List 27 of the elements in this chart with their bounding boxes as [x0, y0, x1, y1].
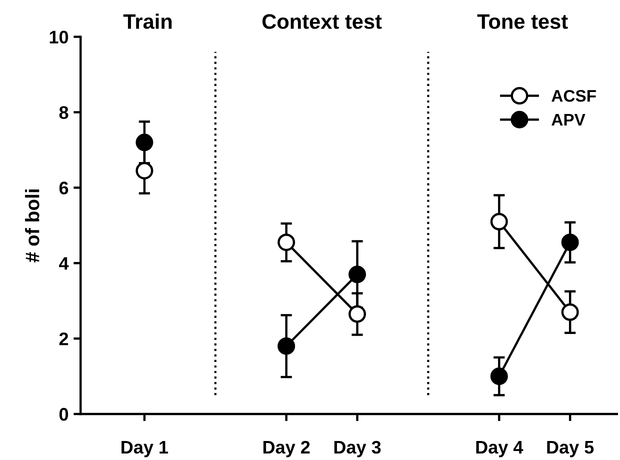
point: [348, 266, 366, 284]
y-tick-label: 10: [50, 30, 68, 44]
x-tick-label: Day 1: [122, 441, 168, 458]
y-tick-label: 8: [59, 106, 68, 119]
x-tick-label: Day 5: [547, 441, 594, 458]
text: Train: [123, 14, 172, 29]
y-tick-label: 0: [59, 408, 68, 421]
y-axis-title: # of boli: [25, 190, 40, 262]
x-tick-label: Day 3: [334, 440, 381, 458]
legend-label: ACSF: [552, 90, 596, 102]
point: [348, 305, 366, 323]
point: [561, 234, 579, 252]
x-tick-label: Day 4: [476, 441, 524, 458]
y-tick-label: 2: [59, 332, 68, 346]
legend-label: APV: [552, 114, 586, 126]
point: [278, 337, 296, 355]
y-tick-label: 6: [59, 182, 68, 194]
text: Tone test: [477, 14, 568, 29]
point: [278, 234, 296, 252]
point: [490, 368, 508, 386]
text: Context test: [262, 14, 382, 29]
point: [136, 134, 154, 152]
point: [561, 303, 579, 321]
point: [136, 162, 154, 180]
x-tick-label: Day 2: [263, 440, 310, 458]
y-tick-label: 4: [59, 257, 69, 270]
point: [490, 212, 508, 230]
